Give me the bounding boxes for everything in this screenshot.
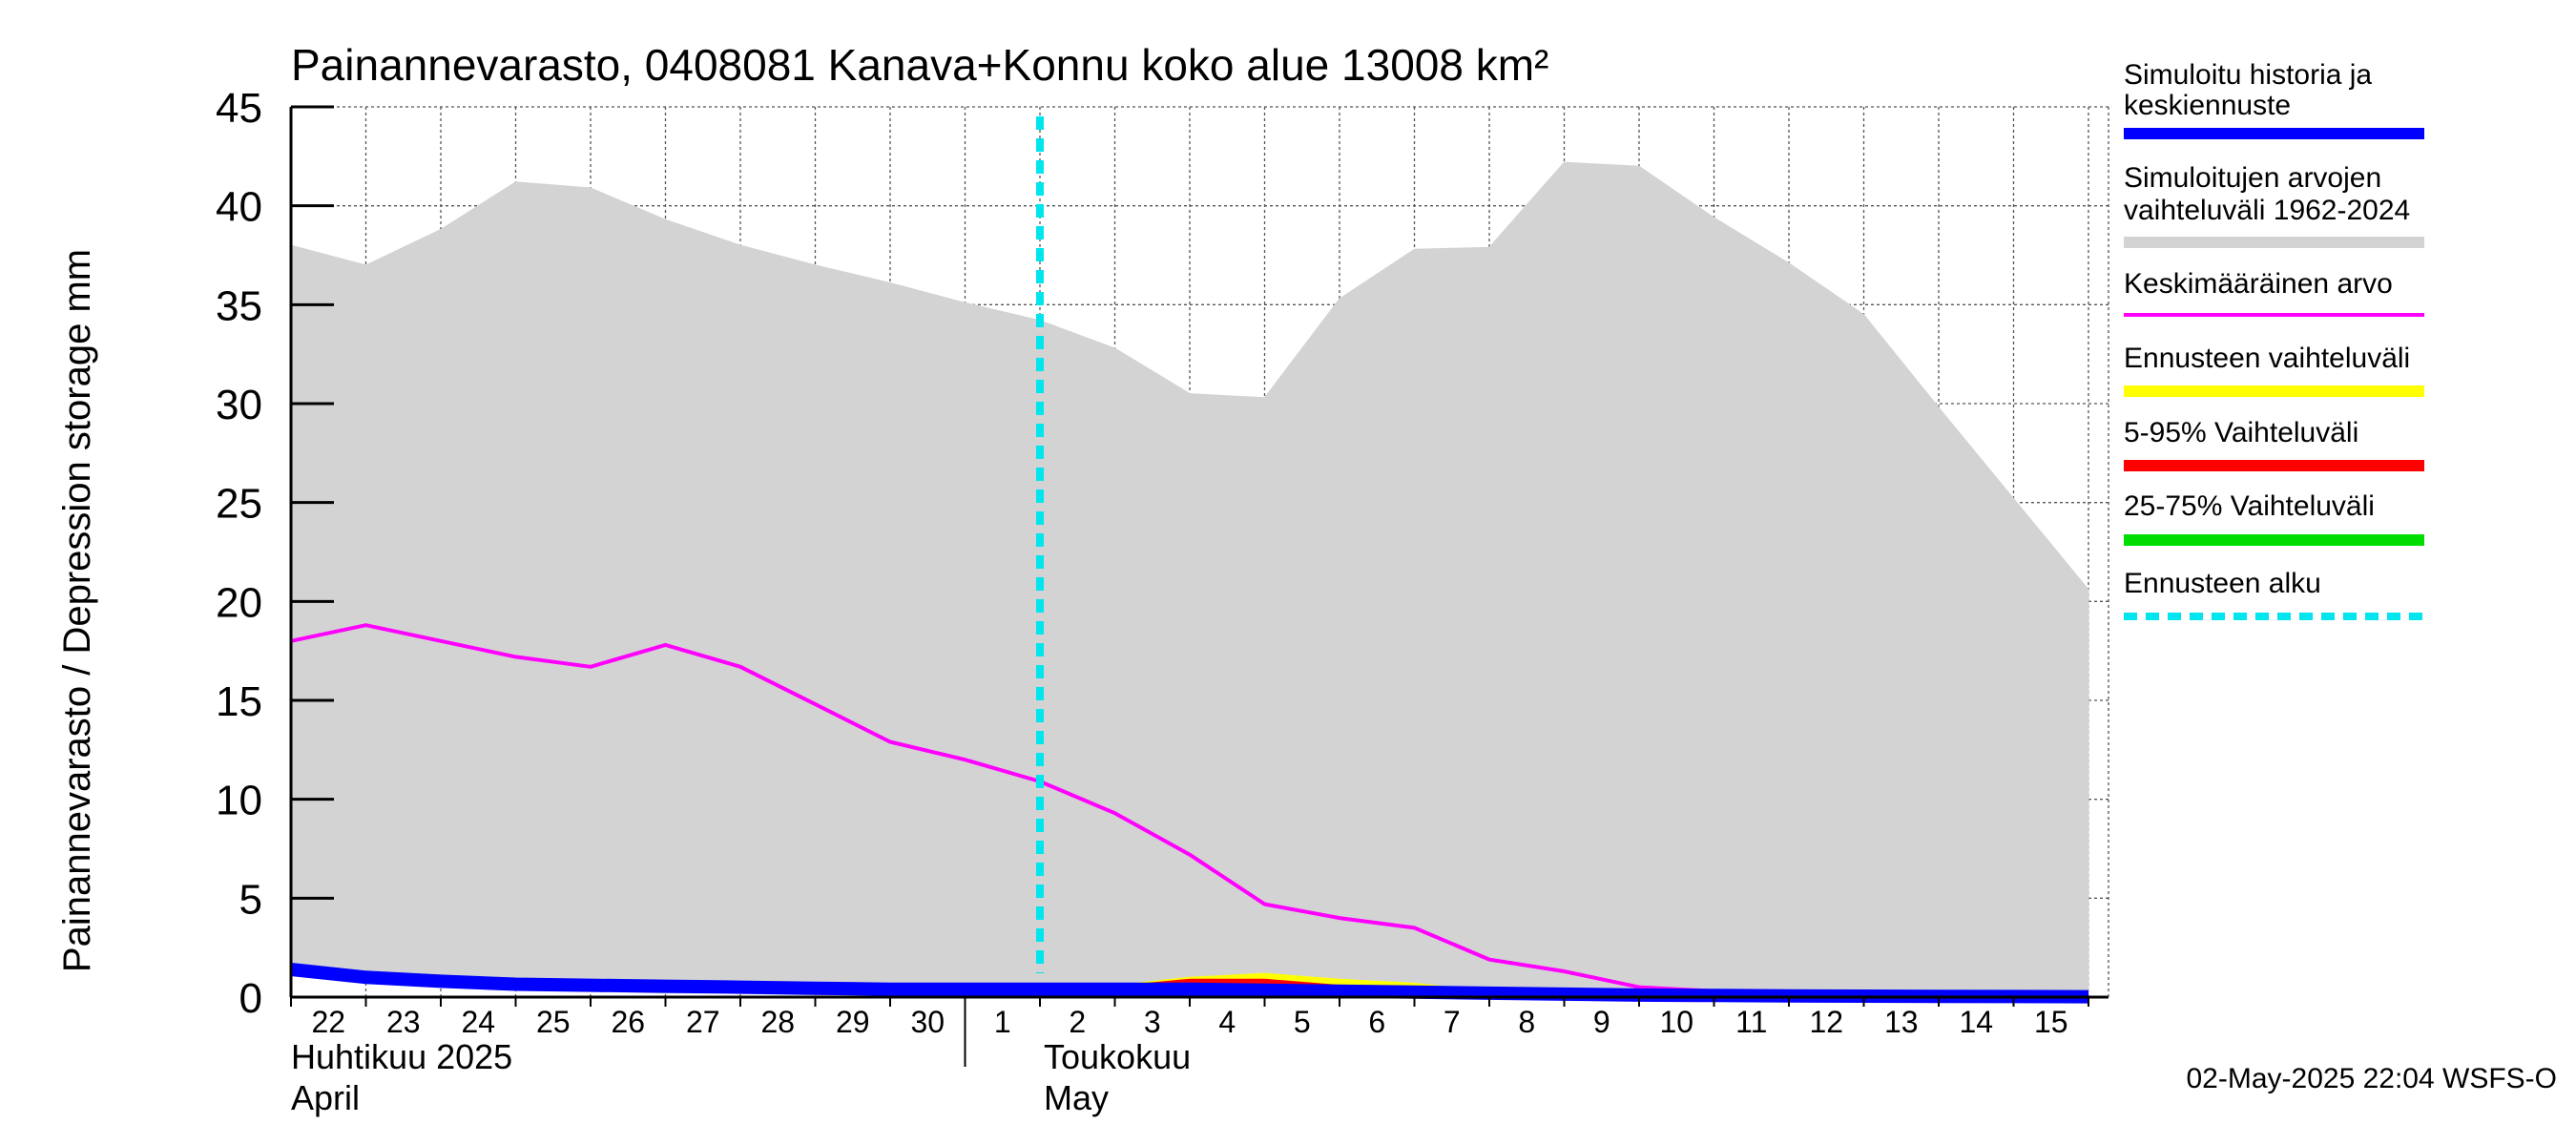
x-tick-label: 6 xyxy=(1368,1005,1385,1039)
timestamp: 02-May-2025 22:04 WSFS-O xyxy=(2187,1063,2558,1094)
y-tick-label: 0 xyxy=(239,975,262,1022)
x-tick-label: 14 xyxy=(1959,1005,1993,1039)
y-tick-label: 15 xyxy=(216,678,262,725)
legend-label: Simuloitujen arvojen xyxy=(2124,162,2381,194)
x-tick-label: 11 xyxy=(1735,1005,1767,1039)
x-tick-label: 7 xyxy=(1444,1005,1461,1039)
x-tick-label: 29 xyxy=(836,1005,870,1039)
legend-label: 5-95% Vaihteluväli xyxy=(2124,417,2358,448)
x-tick-label: 27 xyxy=(686,1005,720,1039)
x-tick-label: 26 xyxy=(611,1005,645,1039)
x-tick-label: 12 xyxy=(1809,1005,1843,1039)
x-tick-label: 10 xyxy=(1659,1005,1693,1039)
x-tick-label: 15 xyxy=(2034,1005,2068,1039)
y-tick-label: 35 xyxy=(216,282,262,329)
x-tick-label: 24 xyxy=(461,1005,495,1039)
y-tick-label: 25 xyxy=(216,481,262,528)
x-tick-label: 3 xyxy=(1144,1005,1161,1039)
x-tick-label: 28 xyxy=(760,1005,795,1039)
month-label-en: May xyxy=(1044,1078,1109,1117)
chart-title: Painannevarasto, 0408081 Kanava+Konnu ko… xyxy=(291,40,1548,90)
month-label: Huhtikuu 2025 xyxy=(291,1037,512,1076)
legend-label: Keskimääräinen arvo xyxy=(2124,268,2393,300)
y-axis-label: Painannevarasto / Depression storage mm xyxy=(56,249,98,972)
legend-label: keskiennuste xyxy=(2124,90,2291,121)
x-tick-label: 23 xyxy=(386,1005,421,1039)
legend-label: 25-75% Vaihteluväli xyxy=(2124,490,2375,522)
x-tick-label: 2 xyxy=(1069,1005,1086,1039)
x-tick-label: 30 xyxy=(910,1005,945,1039)
y-tick-label: 20 xyxy=(216,579,262,626)
y-tick-label: 40 xyxy=(216,184,262,231)
legend-label: vaihteluväli 1962-2024 xyxy=(2124,195,2410,226)
month-label-en: April xyxy=(291,1078,360,1117)
legend-label: Ennusteen vaihteluväli xyxy=(2124,343,2410,374)
y-tick-label: 30 xyxy=(216,382,262,428)
y-tick-label: 45 xyxy=(216,85,262,132)
month-label: Toukokuu xyxy=(1044,1037,1191,1076)
x-tick-label: 22 xyxy=(311,1005,345,1039)
legend-label: Ennusteen alku xyxy=(2124,568,2321,599)
x-tick-label: 5 xyxy=(1294,1005,1311,1039)
y-tick-label: 5 xyxy=(239,876,262,923)
legend-label: Simuloitu historia ja xyxy=(2124,59,2372,91)
series-layer xyxy=(290,116,2089,1004)
x-tick-label: 4 xyxy=(1218,1005,1236,1039)
x-tick-label: 8 xyxy=(1518,1005,1535,1039)
x-tick-label: 9 xyxy=(1593,1005,1610,1039)
x-tick-label: 25 xyxy=(536,1005,571,1039)
y-tick-label: 10 xyxy=(216,778,262,824)
x-tick-label: 13 xyxy=(1884,1005,1919,1039)
x-tick-label: 1 xyxy=(994,1005,1011,1039)
